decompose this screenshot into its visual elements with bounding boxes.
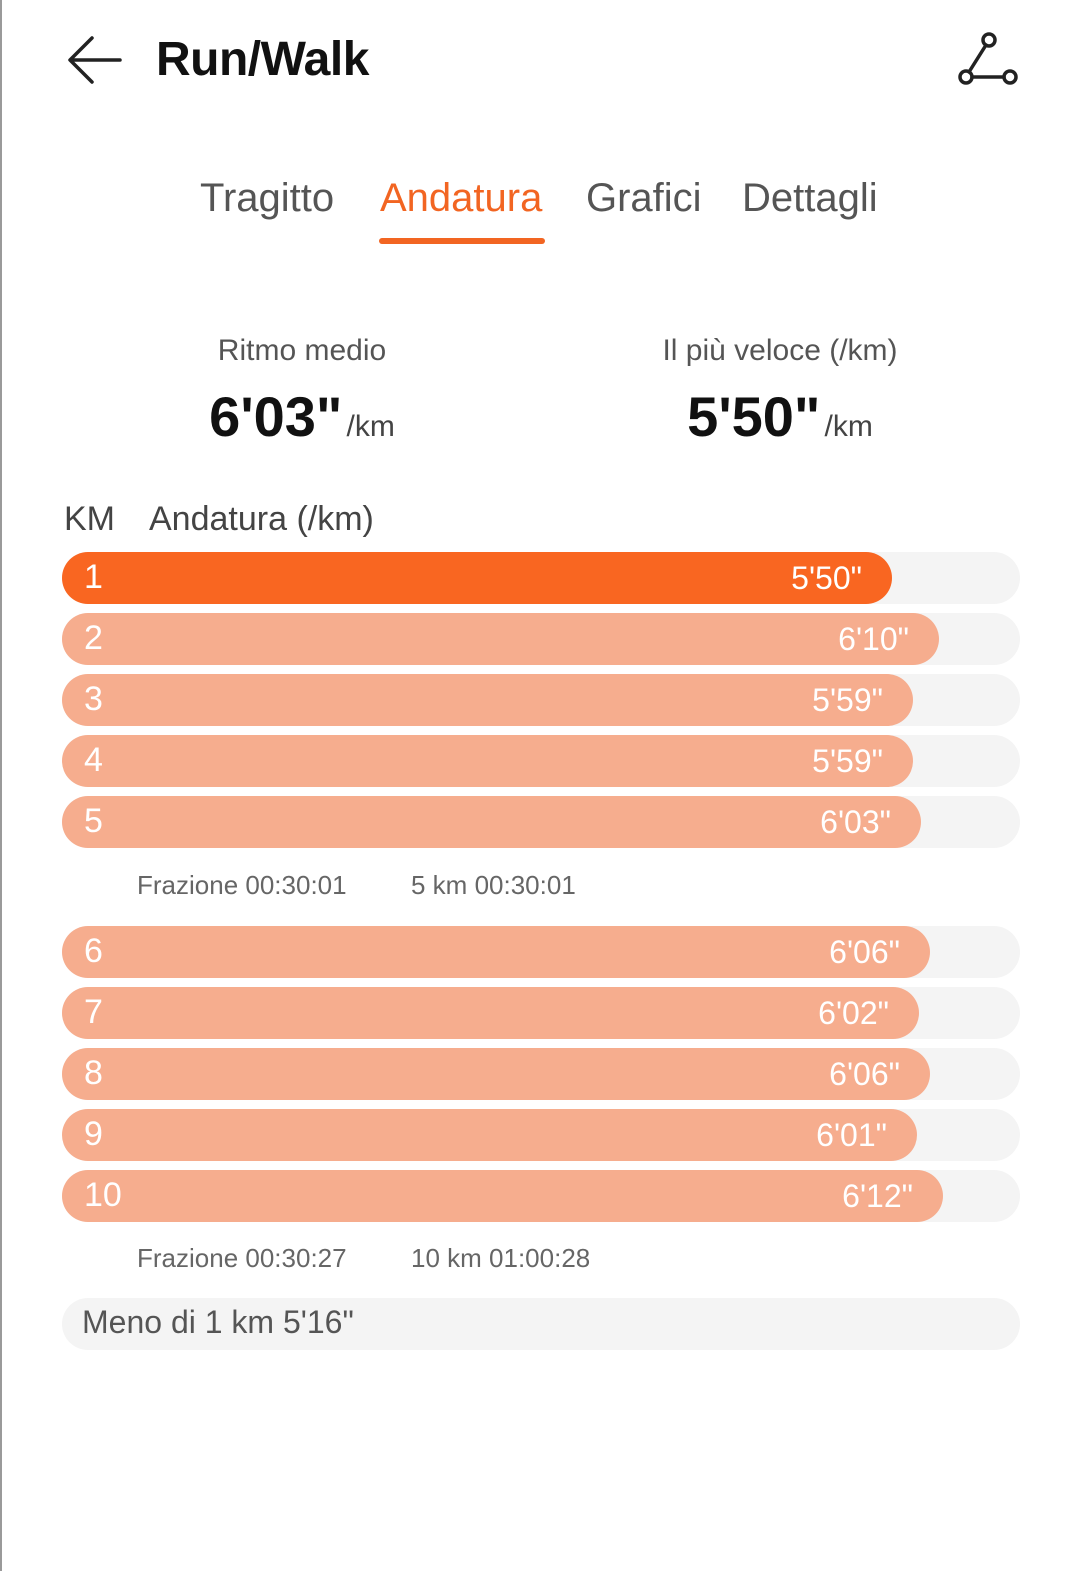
split-row-km-1: 1 5'50" xyxy=(62,552,1020,604)
pace-bar: 9 xyxy=(62,1109,917,1161)
pace-value: 6'03" xyxy=(820,804,891,840)
split-row-km-4: 4 5'59" xyxy=(62,735,1020,787)
avg-pace-value: 6'03"/km xyxy=(102,384,502,449)
remainder-text: Meno di 1 km 5'16" xyxy=(82,1304,354,1340)
avg-pace-label: Ritmo medio xyxy=(217,334,387,367)
top-bar: Run/Walk xyxy=(2,0,1080,120)
pace-value: 5'59" xyxy=(812,682,883,718)
avg-pace-unit: /km xyxy=(346,410,395,443)
km-number: 9 xyxy=(84,1115,103,1153)
avg-pace-number: 6'03" xyxy=(209,385,343,448)
pace-value: 6'01" xyxy=(816,1117,887,1153)
pace-bar: 1 xyxy=(62,552,892,604)
segment-total-time: 10 km 01:00:28 xyxy=(411,1243,591,1273)
split-row-km-8: 8 6'06" xyxy=(62,1048,1020,1100)
tab-grafici[interactable]: Grafici xyxy=(586,176,702,220)
km-number: 5 xyxy=(84,802,103,840)
pace-bar: 5 xyxy=(62,796,921,848)
km-number: 8 xyxy=(84,1054,103,1092)
pace-value: 6'02" xyxy=(818,995,889,1031)
split-row-km-7: 7 6'02" xyxy=(62,987,1020,1039)
pace-bar: 8 xyxy=(62,1048,930,1100)
active-tab-indicator xyxy=(379,238,545,244)
pace-value: 6'10" xyxy=(838,621,909,657)
route-icon xyxy=(958,32,1018,85)
pace-bar: 6 xyxy=(62,926,930,978)
km-number: 10 xyxy=(84,1176,122,1214)
back-button[interactable] xyxy=(64,32,124,88)
route-button[interactable] xyxy=(954,30,1020,90)
split-row-km-3: 3 5'59" xyxy=(62,674,1020,726)
tab-dettagli[interactable]: Dettagli xyxy=(742,176,878,220)
split-row-km-10: 10 6'12" xyxy=(62,1170,1020,1222)
km-number: 7 xyxy=(84,993,103,1031)
pace-value: 6'06" xyxy=(829,1056,900,1092)
tab-tragitto[interactable]: Tragitto xyxy=(200,176,335,220)
tab-andatura[interactable]: Andatura xyxy=(380,176,543,220)
fastest-pace-number: 5'50" xyxy=(687,385,821,448)
tab-bar: Tragitto Andatura Grafici Dettagli xyxy=(2,176,1080,256)
pace-value: 6'06" xyxy=(829,934,900,970)
pace-bar: 3 xyxy=(62,674,913,726)
split-row-km-5: 5 6'03" xyxy=(62,796,1020,848)
fastest-pace-label: Il più veloce (/km) xyxy=(662,334,898,367)
pace-bar: 7 xyxy=(62,987,919,1039)
page-title: Run/Walk xyxy=(156,33,369,86)
pace-bar: 4 xyxy=(62,735,913,787)
remainder-row: Meno di 1 km 5'16" xyxy=(62,1298,1020,1350)
pace-value: 5'50" xyxy=(791,560,862,596)
km-column-header: KM xyxy=(64,500,115,538)
fastest-pace-unit: /km xyxy=(824,410,873,443)
arrow-left-icon xyxy=(68,36,122,84)
km-number: 2 xyxy=(84,619,103,657)
km-number: 1 xyxy=(84,558,103,596)
split-row-km-2: 2 6'10" xyxy=(62,613,1020,665)
pace-value: 6'12" xyxy=(842,1178,913,1214)
km-number: 3 xyxy=(84,680,103,718)
km-number: 6 xyxy=(84,932,103,970)
km-number: 4 xyxy=(84,741,103,779)
pace-column-header: Andatura (/km) xyxy=(149,500,374,538)
segment-split-time: Frazione 00:30:27 xyxy=(137,1243,347,1273)
pace-bar: 10 xyxy=(62,1170,943,1222)
pace-bar: 2 xyxy=(62,613,939,665)
segment-total-time: 5 km 00:30:01 xyxy=(411,870,576,900)
fastest-pace-value: 5'50"/km xyxy=(580,384,980,449)
pace-value: 5'59" xyxy=(812,743,883,779)
split-row-km-6: 6 6'06" xyxy=(62,926,1020,978)
split-row-km-9: 9 6'01" xyxy=(62,1109,1020,1161)
segment-split-time: Frazione 00:30:01 xyxy=(137,870,347,900)
